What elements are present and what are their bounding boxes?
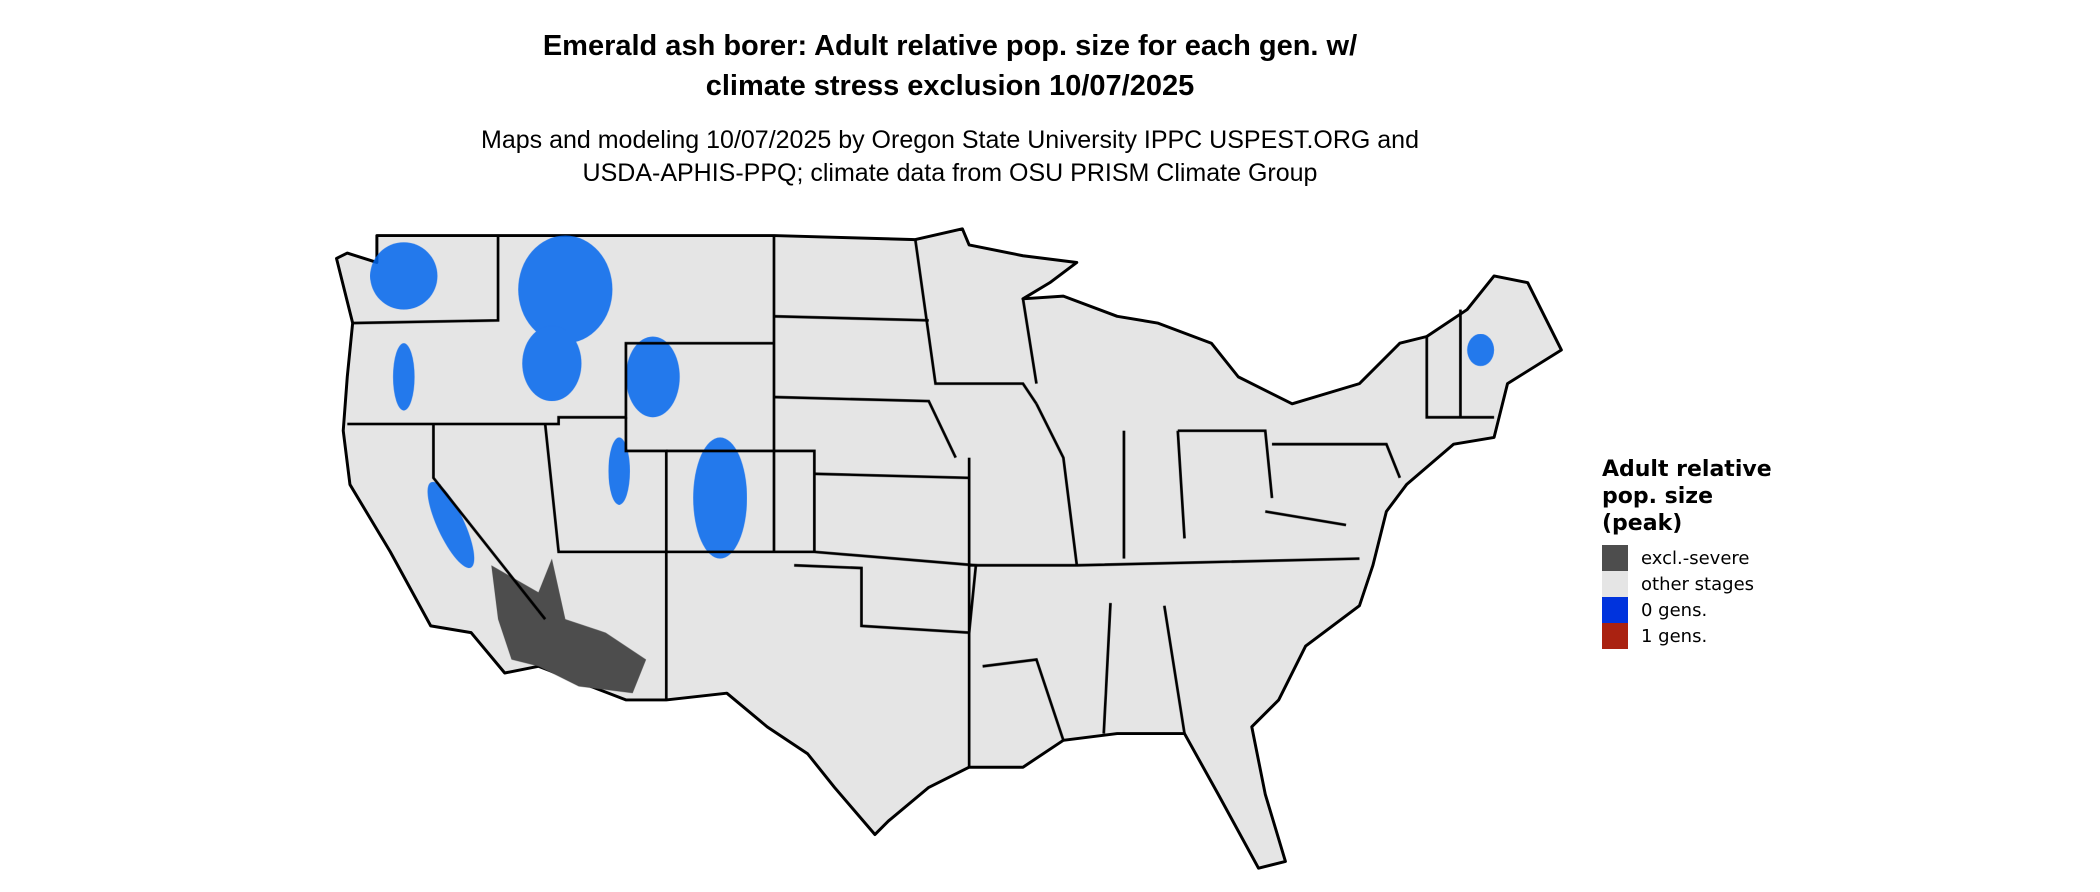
excluded-region [491, 558, 647, 694]
legend-swatch [1602, 597, 1628, 623]
legend-label: 0 gens. [1641, 599, 1708, 621]
subtitle-line-1: Maps and modeling 10/07/2025 by Oregon S… [481, 126, 1419, 154]
legend-label: other stages [1641, 573, 1755, 595]
title-line-2: climate stress exclusion 10/07/2025 [705, 70, 1195, 102]
legend-swatch [1602, 545, 1628, 571]
map-subtitle: Maps and modeling 10/07/2025 by Oregon S… [0, 124, 1900, 190]
legend-item: other stages [1602, 571, 1772, 597]
legend-label: 1 gens. [1641, 625, 1708, 647]
legend-item: excl.-severe [1602, 545, 1772, 571]
state-borders [347, 235, 1495, 768]
legend-item: 0 gens. [1602, 597, 1772, 623]
legend-title-line: pop. size [1602, 484, 1713, 509]
legend-label: excl.-severe [1641, 547, 1750, 569]
subtitle-line-2: USDA-APHIS-PPQ; climate data from OSU PR… [582, 159, 1318, 187]
legend-title-line: Adult relative [1602, 457, 1772, 482]
legend-swatch [1602, 623, 1628, 649]
legend-swatch [1602, 571, 1628, 597]
legend-title: Adult relative pop. size (peak) [1602, 456, 1772, 537]
us-outline [335, 227, 1563, 870]
legend-title-line: (peak) [1602, 511, 1683, 536]
map-title: Emerald ash borer: Adult relative pop. s… [0, 26, 1900, 106]
legend-item: 1 gens. [1602, 623, 1772, 649]
legend: Adult relative pop. size (peak) excl.-se… [1602, 456, 1772, 649]
title-line-1: Emerald ash borer: Adult relative pop. s… [542, 30, 1358, 62]
blue-patches [370, 235, 1495, 569]
